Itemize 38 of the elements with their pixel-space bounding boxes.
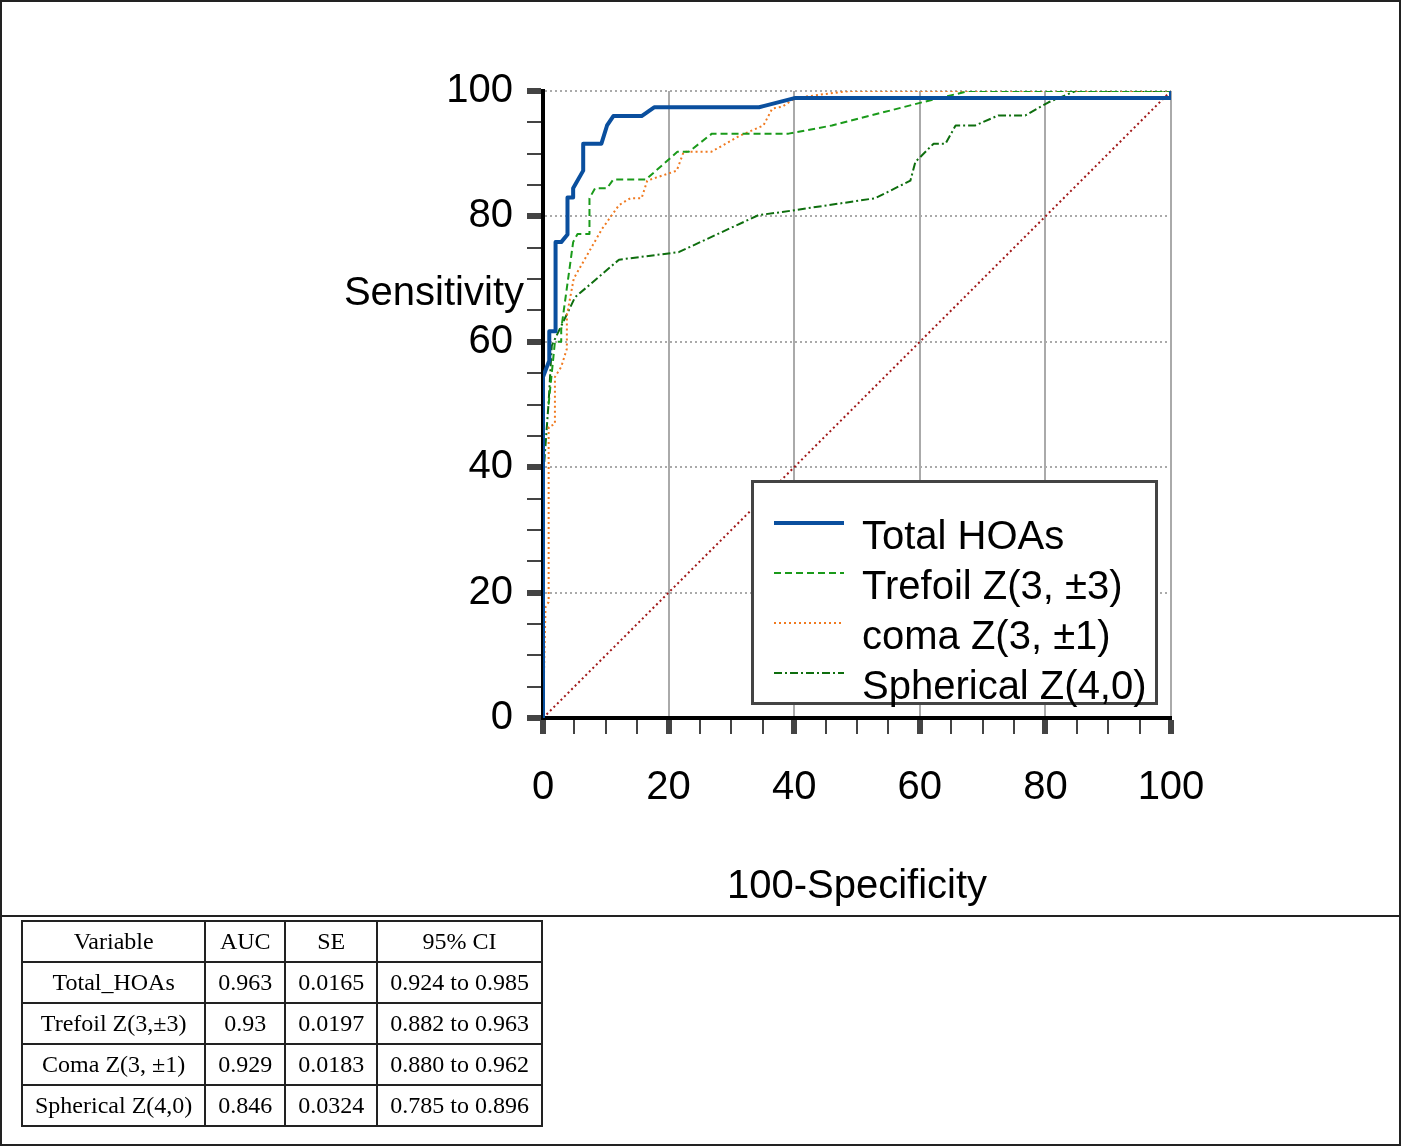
y-axis-title: Sensitivity	[343, 269, 524, 314]
text: Coma Z(3, ±1)	[22, 1044, 206, 1085]
text: 0.0197	[285, 1003, 378, 1044]
text: Variable	[22, 921, 206, 962]
text: Spherical Z(4,0)	[22, 1085, 206, 1126]
text: 0.846	[205, 1085, 286, 1126]
text: 0.924 to 0.985	[377, 962, 542, 1003]
y-tick-label: 40	[468, 442, 513, 487]
y-tick-label: 20	[468, 567, 513, 612]
text: 95% CI	[377, 921, 542, 962]
text: SE	[285, 921, 378, 962]
x-tick-label: 100	[1137, 763, 1205, 808]
text: 0.929	[205, 1044, 286, 1085]
text: 0.0324	[285, 1085, 378, 1126]
x-tick-label: 20	[646, 763, 691, 808]
x-tick-label: 0	[531, 763, 555, 808]
legend-label: Total HOAs	[862, 513, 1065, 557]
x-tick-label: 80	[1023, 763, 1068, 808]
y-tick-label: 0	[490, 693, 513, 738]
legend-label: coma Z(3, ±1)	[862, 613, 1111, 657]
legend-label: Trefoil Z(3, ±3)	[862, 563, 1123, 607]
text: Trefoil Z(3,±3)	[22, 1003, 206, 1044]
x-axis-title: 100-Specificity	[726, 862, 988, 907]
text: 0.880 to 0.962	[377, 1044, 542, 1085]
text: 0.785 to 0.896	[377, 1085, 542, 1126]
text: Total_HOAs	[22, 962, 206, 1003]
legend-label: Spherical Z(4,0)	[862, 663, 1147, 707]
y-tick-label: 60	[468, 316, 513, 361]
text: 0.882 to 0.963	[377, 1003, 542, 1044]
text: 0.93	[205, 1003, 286, 1044]
x-tick-label: 40	[771, 763, 817, 808]
text: 0.0165	[285, 962, 378, 1003]
text: AUC	[205, 921, 286, 962]
text: 0.963	[205, 962, 286, 1003]
y-tick-label: 100	[446, 66, 513, 111]
text: 0.0183	[285, 1044, 378, 1085]
y-tick-label: 80	[468, 191, 513, 236]
x-tick-label: 60	[897, 763, 943, 808]
